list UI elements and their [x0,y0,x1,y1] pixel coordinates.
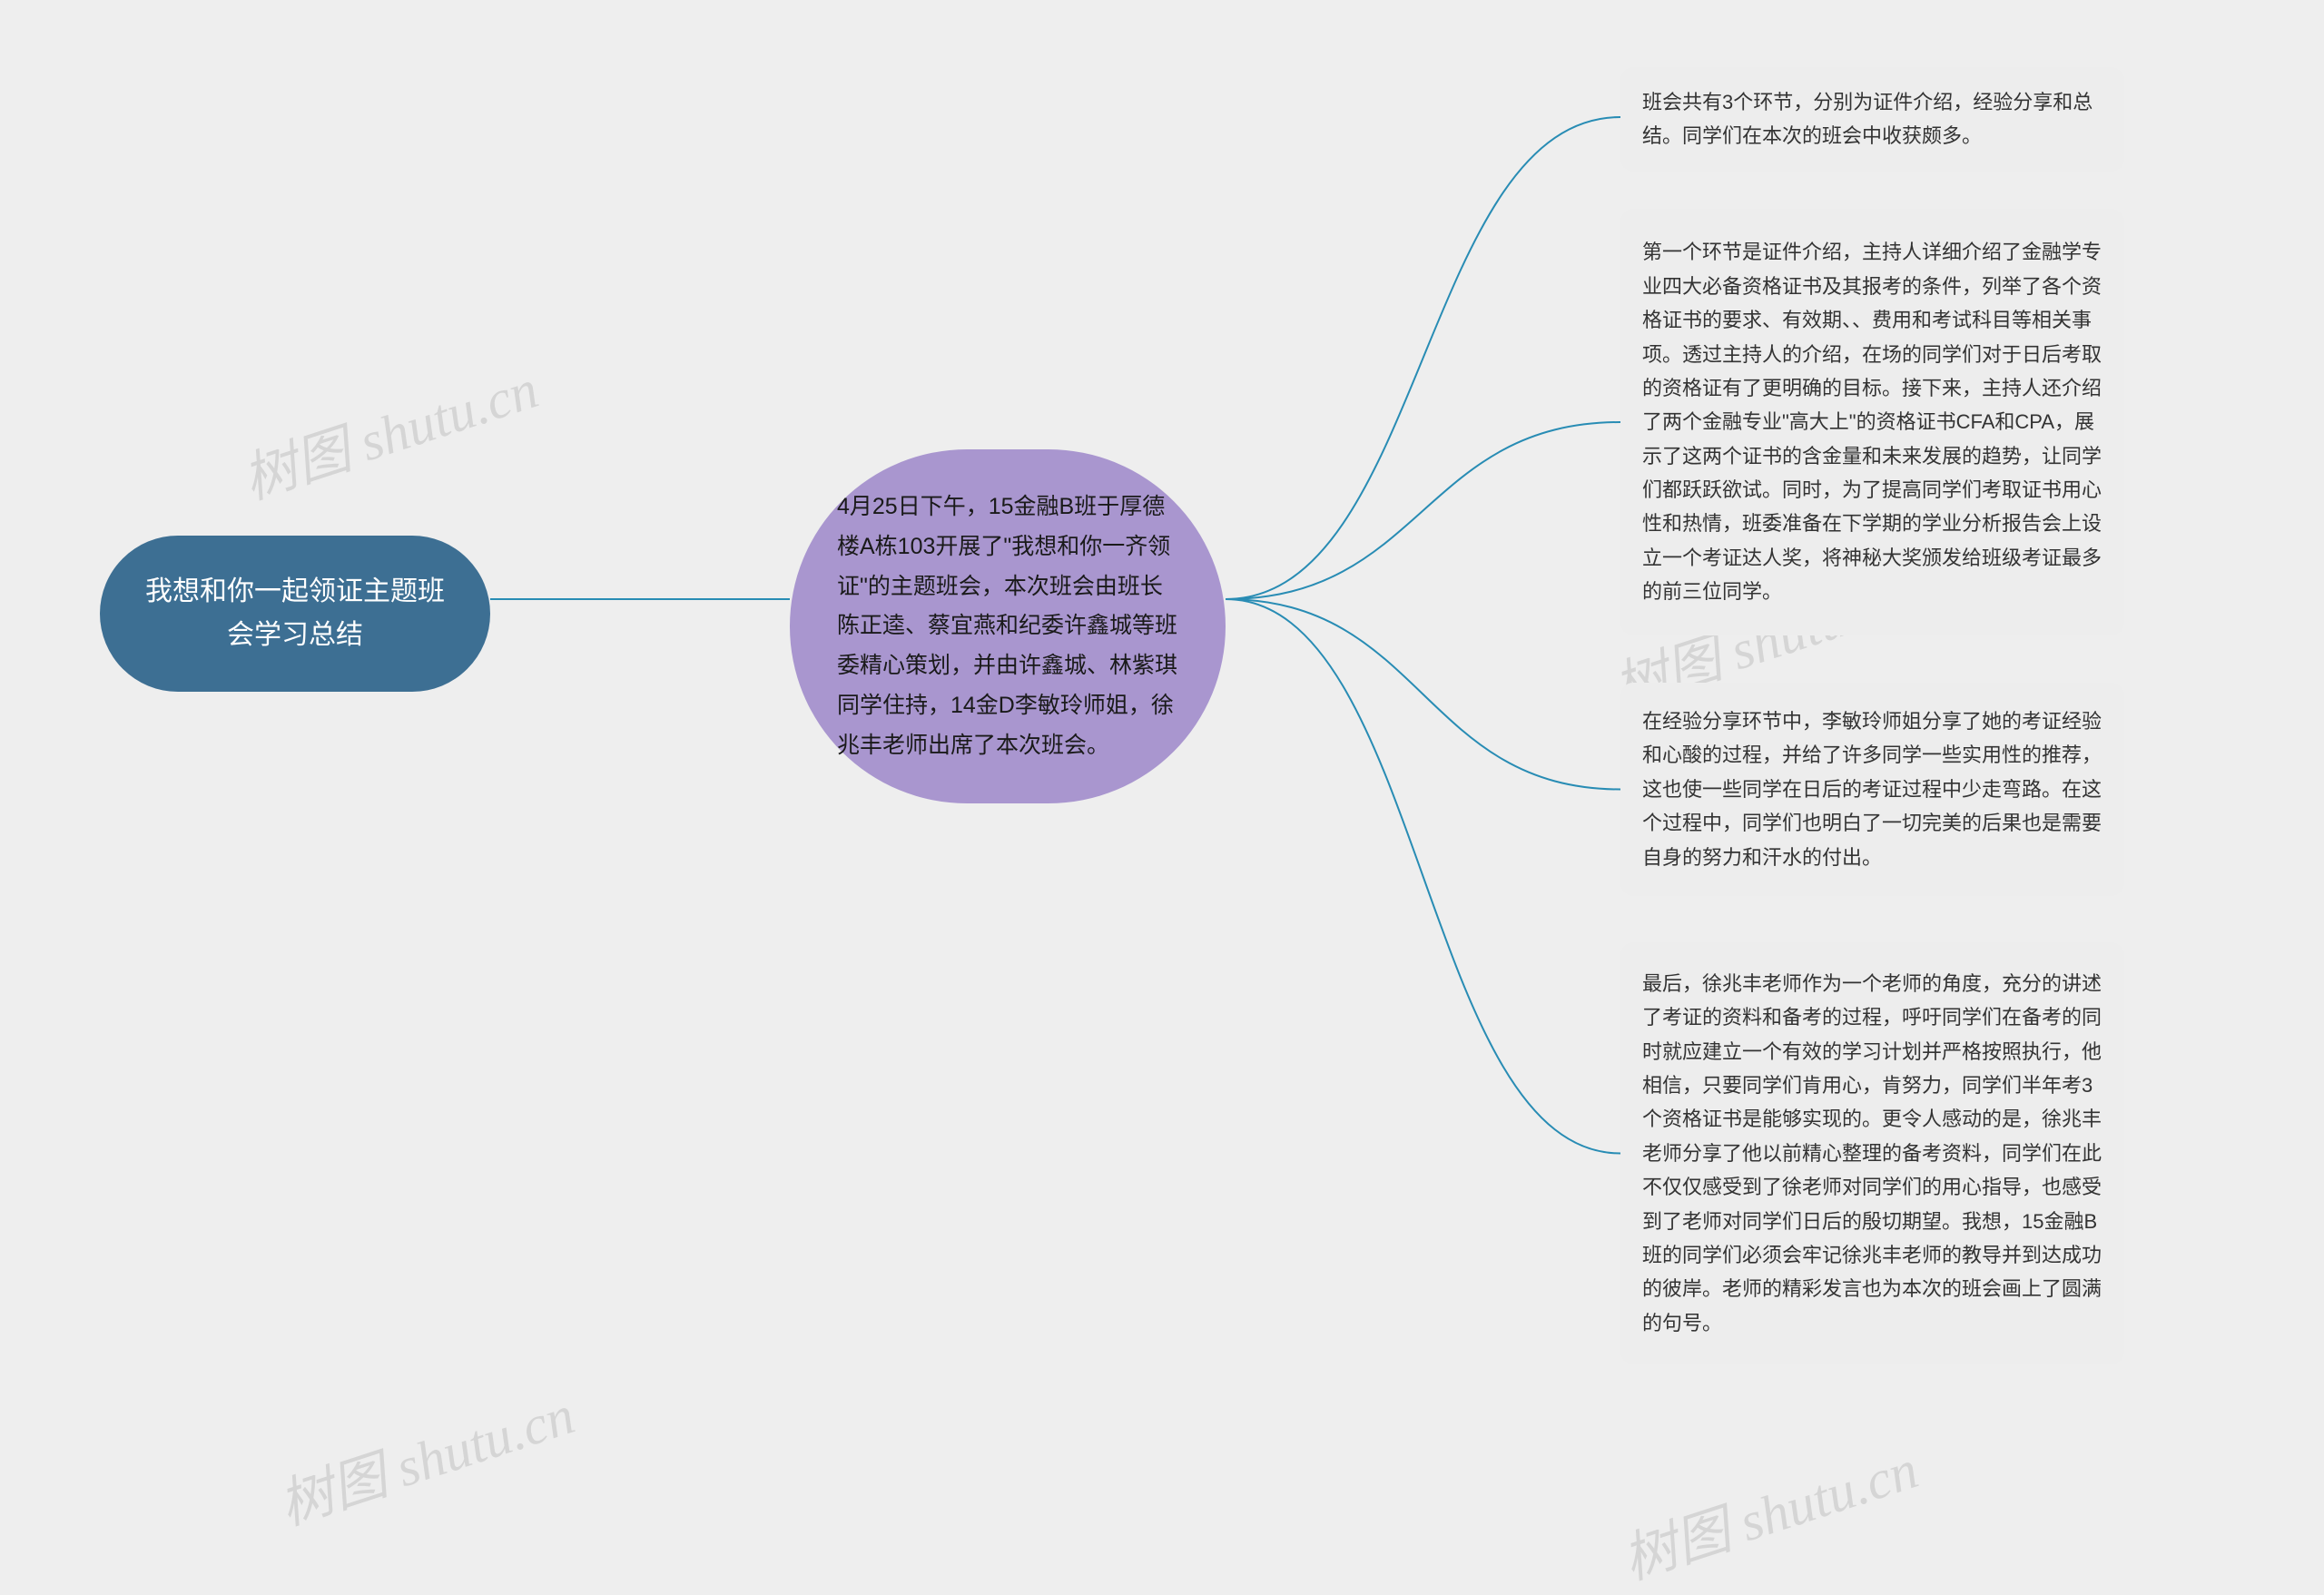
mindmap-leaf-node[interactable]: 班会共有3个环节，分别为证件介绍，经验分享和总结。同学们在本次的班会中收获颇多。 [1620,67,2124,172]
mindmap-leaf-node[interactable]: 最后，徐兆丰老师作为一个老师的角度，充分的讲述了考证的资料和备考的过程，呼吁同学… [1620,942,2124,1364]
watermark: 树图 shutu.cn [231,345,547,515]
root-node-text: 我想和你一起领证主题班会学习总结 [143,570,447,657]
leaf-node-text: 在经验分享环节中，李敏玲师姐分享了她的考证经验和心酸的过程，并给了许多同学一些实… [1642,704,2102,874]
leaf-node-text: 第一个环节是证件介绍，主持人详细介绍了金融学专业四大必备资格证书及其报考的条件，… [1642,235,2102,608]
watermark: 树图 shutu.cn [268,1371,583,1541]
mindmap-canvas: 树图 shutu.cn 树图 shutu.cn 树图 shutu.cn 树图 s… [0,0,2324,1505]
mindmap-branch-node[interactable]: 4月25日下午，15金融B班于厚德楼A栋103开展了"我想和你一齐领证"的主题班… [790,449,1226,803]
mindmap-leaf-node[interactable]: 在经验分享环节中，李敏玲师姐分享了她的考证经验和心酸的过程，并给了许多同学一些实… [1620,683,2124,896]
mindmap-leaf-node[interactable]: 第一个环节是证件介绍，主持人详细介绍了金融学专业四大必备资格证书及其报考的条件，… [1620,209,2124,635]
mindmap-root-node[interactable]: 我想和你一起领证主题班会学习总结 [100,536,490,692]
leaf-node-text: 班会共有3个环节，分别为证件介绍，经验分享和总结。同学们在本次的班会中收获颇多。 [1642,85,2102,153]
branch-node-text: 4月25日下午，15金融B班于厚德楼A栋103开展了"我想和你一齐领证"的主题班… [837,487,1178,765]
leaf-node-text: 最后，徐兆丰老师作为一个老师的角度，充分的讲述了考证的资料和备考的过程，呼吁同学… [1642,967,2102,1340]
watermark: 树图 shutu.cn [1611,1425,1926,1595]
